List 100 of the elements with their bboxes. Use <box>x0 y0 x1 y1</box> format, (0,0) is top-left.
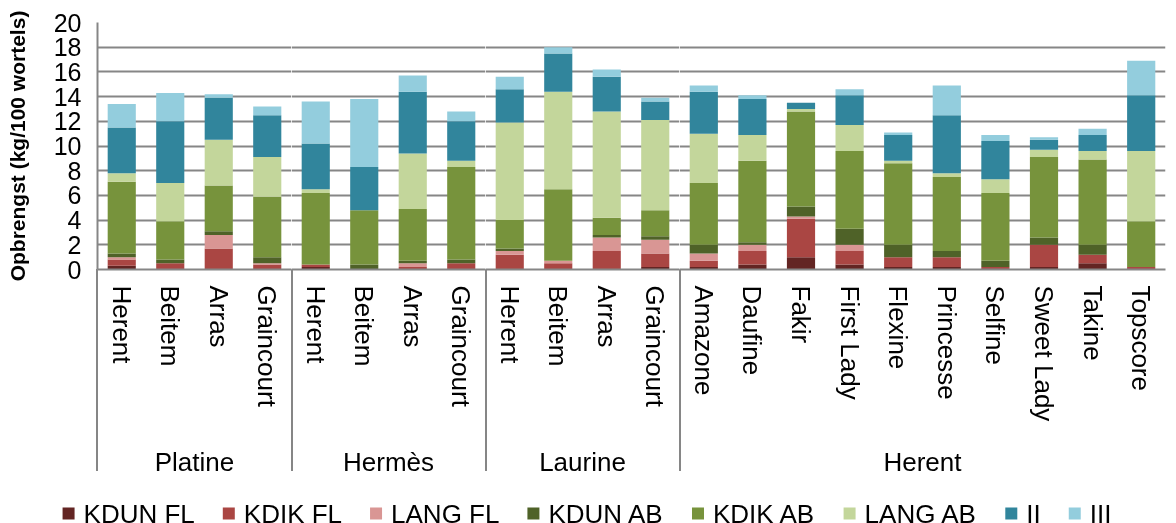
bar <box>786 111 816 207</box>
bar <box>689 133 718 184</box>
bar <box>495 250 524 255</box>
bar <box>884 244 913 258</box>
bar <box>641 239 670 254</box>
bar <box>641 97 670 102</box>
bar <box>689 244 718 254</box>
bar <box>932 115 961 174</box>
bar <box>592 111 621 218</box>
x-tick-label: Arras <box>397 285 428 348</box>
bar <box>398 208 427 261</box>
bar <box>1078 159 1107 245</box>
bar <box>641 210 670 237</box>
x-tick-label: Fakir <box>786 285 816 344</box>
bar <box>447 160 476 167</box>
bar <box>253 196 282 258</box>
bar <box>156 221 185 260</box>
bar <box>1078 263 1107 270</box>
bar <box>1029 137 1059 140</box>
bar <box>398 153 427 209</box>
bar <box>641 253 670 268</box>
x-axis-title: Platine <box>154 446 235 477</box>
bar <box>301 143 330 190</box>
bar <box>738 95 767 100</box>
bar <box>1029 149 1059 158</box>
bar <box>981 134 1010 142</box>
bar <box>447 166 476 260</box>
bar <box>738 99 767 135</box>
bar <box>495 89 524 123</box>
bar <box>398 263 427 268</box>
x-tick-label: Takine <box>1077 285 1108 361</box>
bar <box>738 242 767 245</box>
x-tick-label: Herent <box>106 285 137 365</box>
x-tick-label: Amazone <box>688 285 719 396</box>
bar <box>301 192 330 265</box>
bar <box>156 121 185 184</box>
legend-label: KDIK FL <box>243 498 343 523</box>
bar <box>1078 244 1107 255</box>
bar <box>786 216 816 219</box>
bar <box>301 101 330 144</box>
bar <box>1078 150 1107 160</box>
bar <box>350 166 379 211</box>
x-tick-label: Arras <box>203 285 234 348</box>
bar <box>592 217 621 235</box>
legend-label: KDIK AB <box>712 498 815 523</box>
bar <box>884 257 913 268</box>
legend-label: KDUN AB <box>548 498 663 523</box>
bar <box>1127 221 1156 268</box>
x-axis-title: Hermès <box>342 446 435 477</box>
x-tick-label: Princesse <box>931 285 962 400</box>
bar <box>835 250 864 265</box>
bar <box>835 89 864 96</box>
bar <box>689 91 718 134</box>
bar <box>398 91 427 154</box>
x-tick-label: Beitem <box>155 285 186 367</box>
bar <box>1078 254 1107 264</box>
bar <box>786 102 816 109</box>
bar <box>107 104 136 128</box>
bar <box>592 76 621 112</box>
bar <box>544 53 573 92</box>
bar <box>641 236 670 240</box>
x-tick-label: Graincourt <box>446 285 477 408</box>
bar <box>932 85 961 116</box>
bar <box>981 260 1010 268</box>
bar <box>738 244 767 251</box>
bar <box>641 101 670 121</box>
bar <box>204 185 233 232</box>
bar <box>932 173 961 177</box>
bar <box>884 134 913 161</box>
x-tick-label: Selfine <box>980 285 1011 365</box>
bar <box>641 120 670 211</box>
bar <box>786 206 816 217</box>
bar <box>884 132 913 135</box>
bar <box>738 160 767 243</box>
bar <box>544 47 573 54</box>
bar <box>350 99 379 167</box>
legend-label: LANG FL <box>391 498 500 523</box>
bar <box>981 192 1010 261</box>
bar <box>1127 95 1156 151</box>
bar <box>738 250 767 265</box>
bar <box>447 263 476 270</box>
bar <box>253 106 282 116</box>
bar <box>738 134 767 161</box>
bar <box>835 95 864 125</box>
bar <box>350 210 379 265</box>
bar <box>1078 128 1107 135</box>
bar <box>592 237 621 251</box>
bar <box>107 181 136 254</box>
bar <box>689 260 718 268</box>
bar <box>1078 134 1107 151</box>
bar <box>1029 244 1059 268</box>
x-axis-title: Herent <box>883 447 963 478</box>
x-tick-label: Beitem <box>543 285 574 367</box>
x-tick-label: Arras <box>591 285 622 348</box>
bar <box>932 257 961 268</box>
bar <box>786 257 816 270</box>
x-tick-label: Herent <box>300 285 331 365</box>
x-tick-label: Herent <box>494 285 525 365</box>
bar <box>932 250 961 258</box>
bar <box>981 141 1010 180</box>
